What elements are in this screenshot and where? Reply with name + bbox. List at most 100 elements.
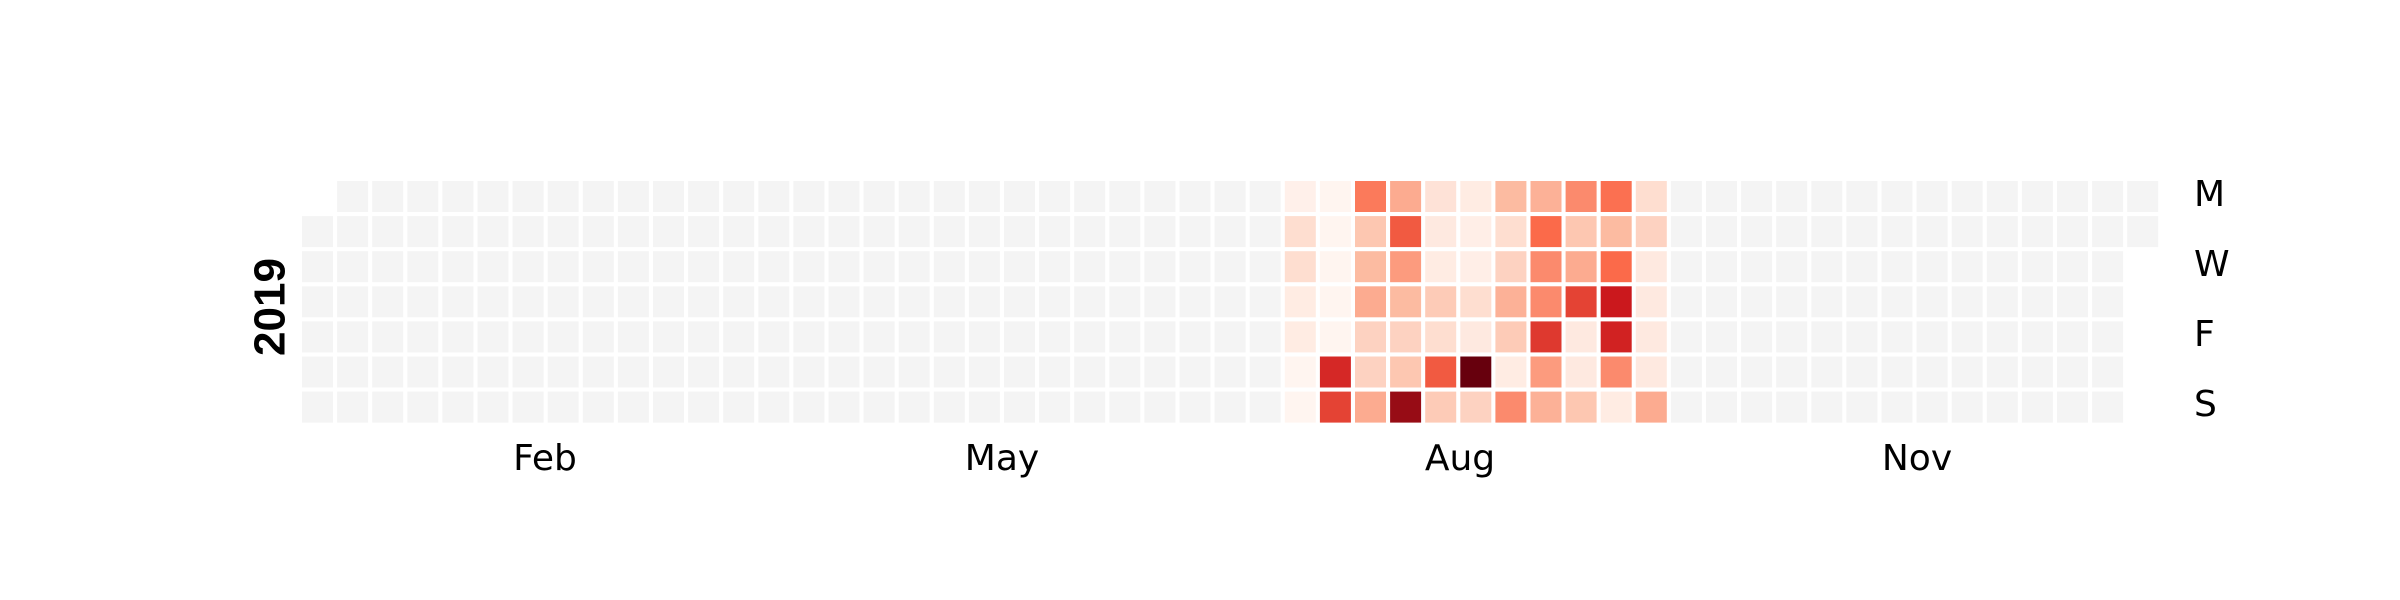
day-cell [758, 356, 790, 388]
day-cell [1390, 216, 1422, 248]
day-cell [1039, 286, 1071, 318]
day-cell [1319, 286, 1351, 318]
day-cell [2021, 391, 2053, 423]
day-cell [863, 216, 895, 248]
day-cell [968, 251, 1000, 283]
day-cell [2092, 286, 2124, 318]
month-label-feb: Feb [513, 438, 577, 479]
day-cell [1425, 181, 1457, 212]
day-cell [1109, 181, 1141, 212]
day-label-monday: M [2194, 174, 2225, 215]
day-cell [1811, 321, 1843, 353]
day-cell [1565, 356, 1597, 388]
day-cell [1214, 391, 1246, 423]
day-cell [1460, 391, 1492, 423]
day-cell [582, 321, 614, 353]
day-cell [1986, 216, 2018, 248]
day-cell [863, 251, 895, 283]
day-cell [1846, 321, 1878, 353]
day-cell [1741, 181, 1773, 212]
day-cell [1074, 356, 1106, 388]
day-cell [1635, 216, 1667, 248]
day-cell [372, 356, 404, 388]
day-cell [2092, 181, 2124, 212]
day-cell [653, 356, 684, 388]
day-cell [828, 321, 860, 353]
day-cell [1425, 391, 1457, 423]
day-cell [407, 251, 439, 283]
day-cell [1109, 286, 1141, 318]
month-label-may: May [965, 438, 1039, 479]
day-cell [1951, 181, 1983, 212]
day-cell [1881, 216, 1913, 248]
day-cell [477, 181, 509, 212]
day-cell [1460, 181, 1492, 212]
day-cell [1460, 356, 1492, 388]
day-cell [863, 181, 895, 212]
day-cell [1495, 356, 1527, 388]
day-cell [898, 321, 930, 353]
day-cell [547, 286, 579, 318]
day-cell [1776, 181, 1808, 212]
day-cell [793, 321, 825, 353]
day-cell [653, 216, 684, 248]
day-cell [1284, 251, 1316, 283]
day-cell [898, 251, 930, 283]
day-cell [1530, 181, 1562, 212]
day-cell [1355, 216, 1386, 248]
day-cell [512, 216, 544, 248]
day-cell [302, 251, 333, 283]
day-cell [617, 216, 649, 248]
day-cell [582, 391, 614, 423]
day-cell [547, 181, 579, 212]
day-cell [547, 391, 579, 423]
day-cell [1284, 181, 1316, 212]
day-cell [1179, 286, 1211, 318]
day-cell [1881, 286, 1913, 318]
day-cell [1741, 251, 1773, 283]
day-cell [1284, 286, 1316, 318]
day-cell [1249, 286, 1281, 318]
day-cell [1916, 251, 1948, 283]
day-cell [1670, 251, 1702, 283]
day-cell [688, 216, 720, 248]
day-cell [582, 181, 614, 212]
day-cell [2092, 321, 2124, 353]
year-label: 2019 [246, 258, 295, 356]
day-cell [1460, 286, 1492, 318]
day-cell [1425, 321, 1457, 353]
day-cell [1776, 391, 1808, 423]
day-cell [863, 286, 895, 318]
day-cell [1039, 181, 1071, 212]
day-cell [1179, 216, 1211, 248]
day-cell [512, 251, 544, 283]
day-cell [758, 286, 790, 318]
day-cell [1741, 321, 1773, 353]
day-cell [1004, 321, 1035, 353]
day-cell [1916, 181, 1948, 212]
day-cell [337, 251, 369, 283]
day-cell [1530, 216, 1562, 248]
day-cell [1951, 356, 1983, 388]
day-cell [1319, 181, 1351, 212]
day-cell [337, 391, 369, 423]
day-cell [1074, 286, 1106, 318]
day-cell [372, 251, 404, 283]
day-cell [1530, 356, 1562, 388]
day-cell [337, 181, 369, 212]
day-cell [1495, 216, 1527, 248]
day-cell [1811, 181, 1843, 212]
day-cell [407, 391, 439, 423]
day-cell [1600, 286, 1632, 318]
day-cell [302, 356, 333, 388]
day-cell [1179, 181, 1211, 212]
day-cell [2021, 356, 2053, 388]
day-cell [1951, 251, 1983, 283]
day-cell [1039, 356, 1071, 388]
day-cell [1846, 216, 1878, 248]
day-cell [1530, 251, 1562, 283]
day-cell [1951, 321, 1983, 353]
day-cell [1319, 391, 1351, 423]
day-cell [1144, 286, 1176, 318]
day-cell [1986, 321, 2018, 353]
